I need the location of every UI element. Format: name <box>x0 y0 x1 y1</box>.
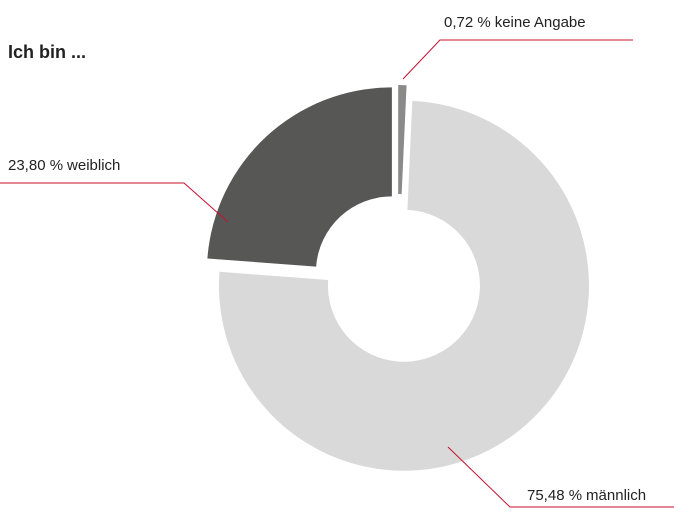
slice <box>218 100 589 471</box>
slice <box>207 87 392 267</box>
data-label: 23,80 % weiblich <box>8 157 120 174</box>
data-label: 0,72 % keine Angabe <box>444 14 586 31</box>
slices <box>207 85 589 471</box>
leader-line <box>402 39 633 80</box>
data-label: 75,48 % männlich <box>527 487 646 504</box>
chart-title: Ich bin ... <box>8 42 86 62</box>
leader-line <box>447 446 674 508</box>
slice <box>398 85 407 195</box>
leader-line <box>0 182 229 223</box>
